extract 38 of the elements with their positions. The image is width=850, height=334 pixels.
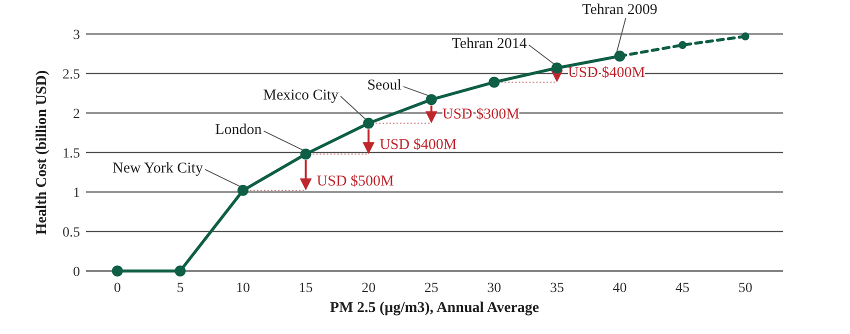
x-tick-label: 15 [298, 281, 313, 296]
x-tick-label: 50 [738, 281, 752, 296]
y-tick-label: 1 [73, 186, 80, 201]
x-tick-label: 0 [114, 281, 121, 296]
point [112, 266, 123, 276]
x-tick-label: 45 [676, 281, 690, 296]
point [174, 266, 186, 276]
annotation: New York City [112, 160, 204, 176]
x-tick-label: 10 [236, 281, 250, 296]
annotation: USD $500M [316, 173, 394, 190]
point [678, 41, 687, 50]
point [551, 62, 562, 74]
point [488, 76, 500, 88]
point [300, 148, 312, 160]
annotation: USD $400M [380, 137, 457, 154]
x-tick-label: 30 [487, 281, 502, 296]
annotation: Tehran 2009 [582, 2, 658, 18]
point [237, 184, 248, 196]
x-tick-label: 5 [176, 281, 184, 296]
annotation: Mexico City [263, 87, 340, 104]
y-tick-label: 1.5 [62, 146, 80, 162]
y-tick-label: 2.5 [62, 67, 80, 82]
x-tick-label: 35 [550, 281, 564, 296]
annotation: Seoul [367, 78, 402, 94]
annotation: Tehran 2014 [452, 36, 528, 52]
x-tick-label: 40 [612, 281, 627, 296]
point [363, 118, 374, 129]
y-tick-label: 3 [73, 28, 80, 43]
point [741, 32, 750, 40]
y-axis-title: Health Cost (billion USD) [34, 70, 50, 235]
y-tick-label: 0 [73, 264, 80, 280]
y-tick-label: 0.5 [62, 225, 80, 240]
annotation: London [215, 122, 262, 138]
x-axis-title: PM 2.5 (µg/m3), Annual Average [330, 300, 540, 316]
y-tick-label: 2 [73, 106, 80, 122]
x-tick-label: 25 [424, 281, 438, 296]
point [426, 94, 437, 106]
x-tick-label: 20 [362, 281, 376, 296]
